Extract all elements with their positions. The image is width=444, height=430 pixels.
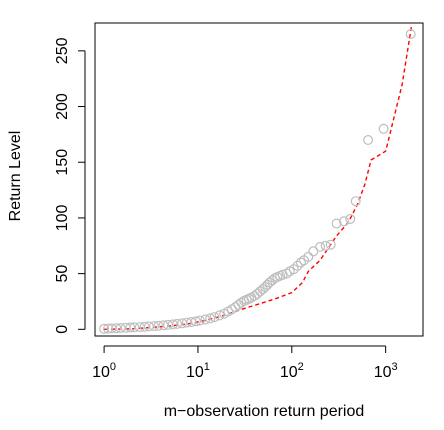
y-tick-label: 150 bbox=[54, 149, 71, 176]
empirical-point bbox=[115, 323, 126, 334]
empirical-point bbox=[315, 241, 326, 252]
plot-frame bbox=[94, 22, 424, 337]
empirical-point bbox=[172, 318, 183, 329]
empirical-point bbox=[209, 312, 220, 323]
empirical-point bbox=[200, 314, 211, 325]
empirical-point bbox=[405, 29, 416, 40]
fitted-return-level-line bbox=[104, 23, 413, 330]
empirical-point bbox=[267, 275, 278, 286]
y-tick-label: 50 bbox=[54, 265, 71, 283]
x-axis-title: m−observation return period bbox=[164, 403, 365, 420]
x-tick-label: 102 bbox=[280, 361, 304, 381]
empirical-point bbox=[378, 123, 389, 134]
empirical-point bbox=[363, 135, 374, 146]
empirical-point bbox=[99, 323, 110, 334]
empirical-point bbox=[236, 297, 247, 308]
empirical-point bbox=[139, 321, 150, 332]
empirical-point bbox=[143, 321, 154, 332]
empirical-point bbox=[325, 239, 336, 250]
empirical-point bbox=[111, 323, 122, 334]
empirical-point bbox=[129, 322, 140, 333]
x-tick-label: 101 bbox=[186, 361, 210, 381]
empirical-point bbox=[249, 290, 260, 301]
empirical-point bbox=[190, 316, 201, 327]
empirical-point bbox=[339, 216, 350, 227]
y-tick-label: 200 bbox=[54, 93, 71, 120]
empirical-point bbox=[125, 322, 136, 333]
y-axis-title: Return Level bbox=[7, 131, 24, 222]
empirical-point bbox=[295, 257, 306, 268]
empirical-point bbox=[167, 319, 178, 330]
empirical-point bbox=[331, 218, 342, 229]
empirical-point bbox=[153, 320, 164, 331]
x-tick-label: 103 bbox=[374, 361, 398, 381]
empirical-point bbox=[303, 251, 314, 262]
empirical-point bbox=[288, 264, 299, 275]
empirical-point bbox=[345, 214, 356, 225]
empirical-point bbox=[149, 321, 160, 332]
empirical-point bbox=[214, 310, 225, 321]
x-tick-label: 100 bbox=[92, 361, 116, 381]
y-tick-label: 250 bbox=[54, 37, 71, 64]
empirical-point bbox=[350, 196, 361, 207]
y-tick-label: 0 bbox=[54, 325, 71, 334]
empirical-point bbox=[194, 315, 205, 326]
empirical-point bbox=[320, 240, 331, 251]
empirical-point bbox=[205, 313, 216, 324]
empirical-point bbox=[281, 268, 292, 279]
empirical-point bbox=[292, 260, 303, 271]
y-tick-label: 100 bbox=[54, 204, 71, 231]
